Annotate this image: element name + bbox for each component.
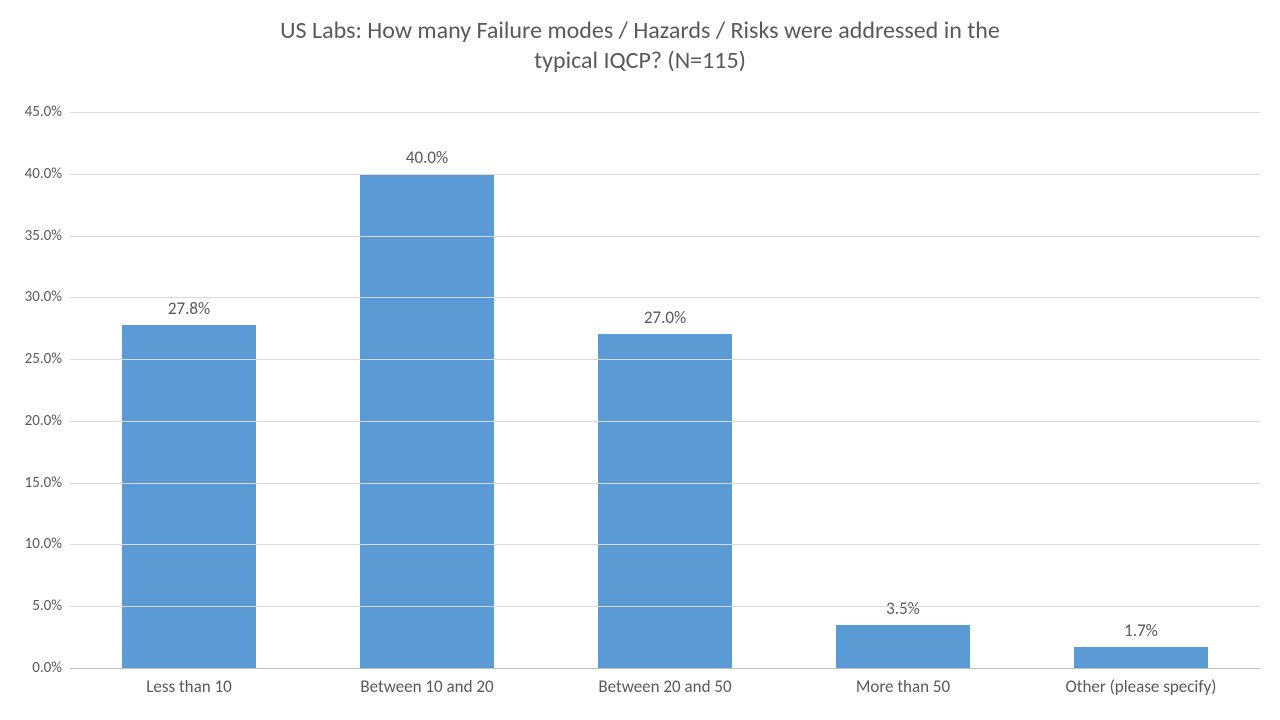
y-tick-label: 40.0% xyxy=(25,165,62,183)
bar-slot: 40.0%Between 10 and 20 xyxy=(308,112,546,668)
bar xyxy=(122,325,255,668)
bar-data-label: 40.0% xyxy=(406,147,448,168)
bar-data-label: 3.5% xyxy=(886,598,920,619)
y-tick-label: 0.0% xyxy=(32,659,62,677)
y-tick-label: 30.0% xyxy=(25,288,62,306)
chart-title-line: typical IQCP? (N=115) xyxy=(0,46,1280,76)
x-category-label: Between 20 and 50 xyxy=(598,676,731,697)
y-tick-label: 45.0% xyxy=(25,103,62,121)
gridline xyxy=(70,544,1260,545)
y-tick-label: 15.0% xyxy=(25,474,62,492)
gridline xyxy=(70,483,1260,484)
bar-slot: 1.7%Other (please specify) xyxy=(1022,112,1260,668)
gridline xyxy=(70,112,1260,113)
gridline xyxy=(70,606,1260,607)
x-category-label: Less than 10 xyxy=(146,676,232,697)
bar-data-label: 1.7% xyxy=(1124,620,1158,641)
bar-data-label: 27.8% xyxy=(168,298,210,319)
gridline xyxy=(70,174,1260,175)
bar xyxy=(598,334,731,668)
bar xyxy=(1074,647,1207,668)
bars-layer: 27.8%Less than 1040.0%Between 10 and 202… xyxy=(70,112,1260,668)
y-tick-label: 10.0% xyxy=(25,535,62,553)
y-tick-label: 35.0% xyxy=(25,227,62,245)
bar-data-label: 27.0% xyxy=(644,307,686,328)
chart-title: US Labs: How many Failure modes / Hazard… xyxy=(0,16,1280,76)
gridline xyxy=(70,236,1260,237)
y-tick-label: 5.0% xyxy=(32,597,62,615)
x-category-label: Other (please specify) xyxy=(1066,676,1217,697)
y-tick-label: 20.0% xyxy=(25,412,62,430)
gridline xyxy=(70,668,1260,669)
bar-slot: 27.8%Less than 10 xyxy=(70,112,308,668)
bar xyxy=(836,625,969,668)
x-category-label: Between 10 and 20 xyxy=(360,676,493,697)
y-tick-label: 25.0% xyxy=(25,350,62,368)
chart-title-line: US Labs: How many Failure modes / Hazard… xyxy=(0,16,1280,46)
bar-slot: 3.5%More than 50 xyxy=(784,112,1022,668)
plot-area: 27.8%Less than 1040.0%Between 10 and 202… xyxy=(70,112,1260,668)
gridline xyxy=(70,359,1260,360)
gridline xyxy=(70,297,1260,298)
bar-chart: US Labs: How many Failure modes / Hazard… xyxy=(0,0,1280,720)
gridline xyxy=(70,421,1260,422)
x-category-label: More than 50 xyxy=(856,676,950,697)
bar-slot: 27.0%Between 20 and 50 xyxy=(546,112,784,668)
